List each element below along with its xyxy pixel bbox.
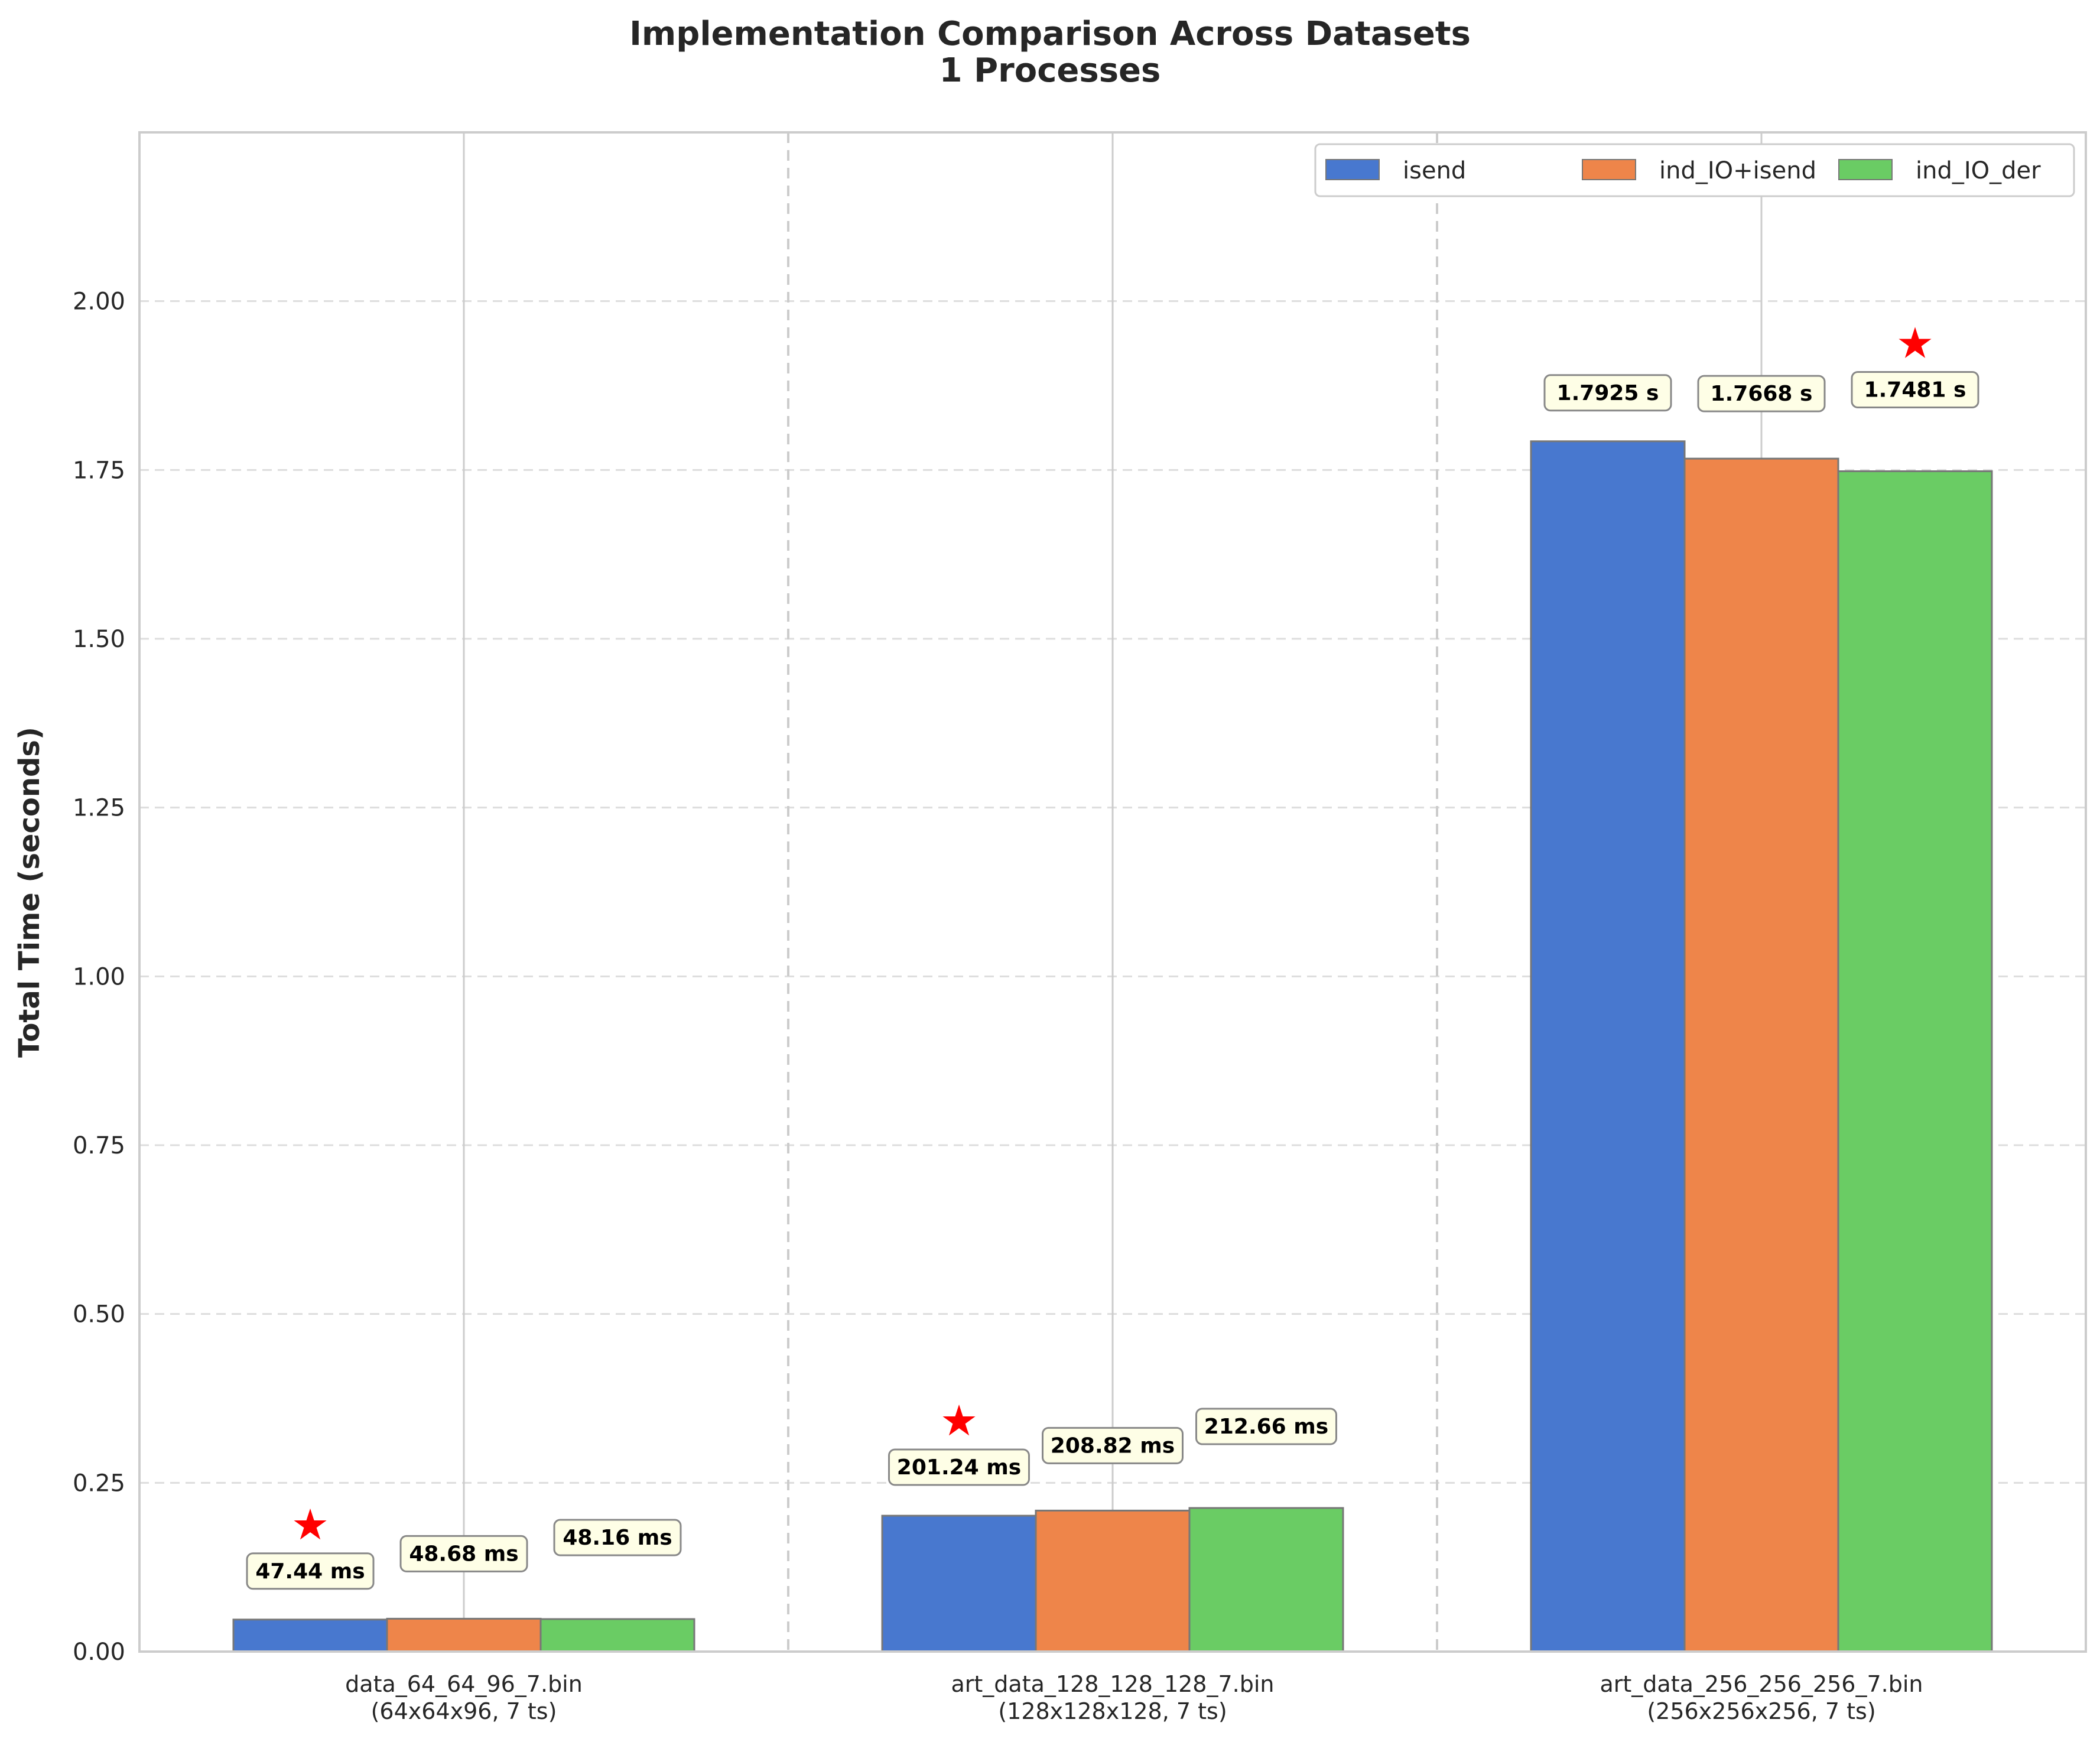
legend-label-ind_IO_der: ind_IO_der — [1916, 157, 2041, 184]
x-tick-label: data_64_64_96_7.bin — [345, 1671, 583, 1697]
bar-ind_IO+isend-1 — [1035, 1509, 1191, 1653]
y-tick-label: 1.25 — [73, 795, 125, 822]
best-star-icon: ★ — [1896, 318, 1935, 368]
value-label: 1.7481 s — [1864, 378, 1966, 402]
value-label-box — [888, 1448, 1030, 1486]
bar-isend-0 — [232, 1618, 388, 1653]
x-tick-label: art_data_256_256_256_7.bin — [1600, 1671, 1923, 1697]
bars-layer — [232, 440, 1993, 1653]
plot-frame — [138, 131, 2087, 1653]
best-star-icon: ★ — [291, 1500, 330, 1549]
legend: isend ind_IO+isend ind_IO_der — [1314, 143, 2075, 197]
bar-ind_IO+isend-0 — [386, 1617, 542, 1653]
legend-label-ind_IO+isend: ind_IO+isend — [1659, 157, 1816, 184]
y-tick-label: 1.00 — [73, 963, 125, 990]
value-label: 208.82 ms — [1051, 1434, 1175, 1458]
y-axis-label: Total Time (seconds) — [13, 727, 46, 1058]
y-tick-label: 0.00 — [73, 1639, 125, 1666]
value-label-box — [1195, 1408, 1337, 1445]
value-label: 48.16 ms — [563, 1526, 672, 1550]
axes-layer: 0.00 0.25 0.50 0.75 1.00 1.25 1.50 1.75 2.00 data… — [73, 131, 2087, 1724]
x-tick-label: art_data_128_128_128_7.bin — [951, 1671, 1274, 1697]
legend-box — [1314, 143, 2075, 197]
bar-isend-1 — [881, 1514, 1037, 1653]
value-label: 48.68 ms — [409, 1542, 518, 1566]
best-star-icon: ★ — [940, 1396, 979, 1445]
value-label: 1.7925 s — [1557, 381, 1659, 405]
legend-swatch-isend — [1325, 159, 1380, 180]
chart-title: Implementation Comparison Across Dataset… — [629, 15, 1471, 53]
bar-isend-2 — [1530, 440, 1686, 1653]
legend-swatch-ind_IO_der — [1838, 159, 1893, 180]
bar-ind_IO_der-2 — [1837, 470, 1993, 1653]
legend-label-isend: isend — [1403, 157, 1466, 184]
value-label-box — [553, 1519, 682, 1556]
value-label-box — [1851, 371, 1979, 409]
chart-subtitle: 1 Processes — [940, 51, 1161, 90]
y-tick-label: 1.75 — [73, 457, 125, 484]
value-label: 47.44 ms — [255, 1559, 365, 1584]
y-tick-label: 0.50 — [73, 1301, 125, 1328]
value-label: 212.66 ms — [1204, 1415, 1328, 1439]
y-tick-label: 0.25 — [73, 1470, 125, 1497]
x-tick-sublabel: (64x64x96, 7 ts) — [371, 1698, 557, 1724]
value-label-box — [1697, 375, 1826, 412]
bar-ind_IO+isend-2 — [1683, 457, 1839, 1653]
bar-ind_IO_der-0 — [539, 1618, 695, 1653]
value-label-box — [399, 1535, 528, 1572]
legend-swatch-ind_IO+isend — [1582, 159, 1636, 180]
x-tick-sublabel: (128x128x128, 7 ts) — [998, 1698, 1227, 1724]
y-tick-label: 0.75 — [73, 1132, 125, 1159]
y-tick-label: 2.00 — [73, 288, 125, 316]
value-label-box — [1042, 1426, 1184, 1464]
bar-ind_IO_der-1 — [1188, 1507, 1344, 1653]
value-labels-layer: 47.44 ms ★ 48.68 ms 48.16 ms 201.24 ms ★ 208.8… — [246, 318, 1979, 1590]
x-tick-sublabel: (256x256x256, 7 ts) — [1647, 1698, 1875, 1724]
value-label-box — [246, 1552, 375, 1590]
value-label-box — [1543, 374, 1672, 412]
value-label: 1.7668 s — [1711, 382, 1813, 406]
value-label: 201.24 ms — [897, 1455, 1021, 1480]
y-tick-label: 1.50 — [73, 626, 125, 653]
